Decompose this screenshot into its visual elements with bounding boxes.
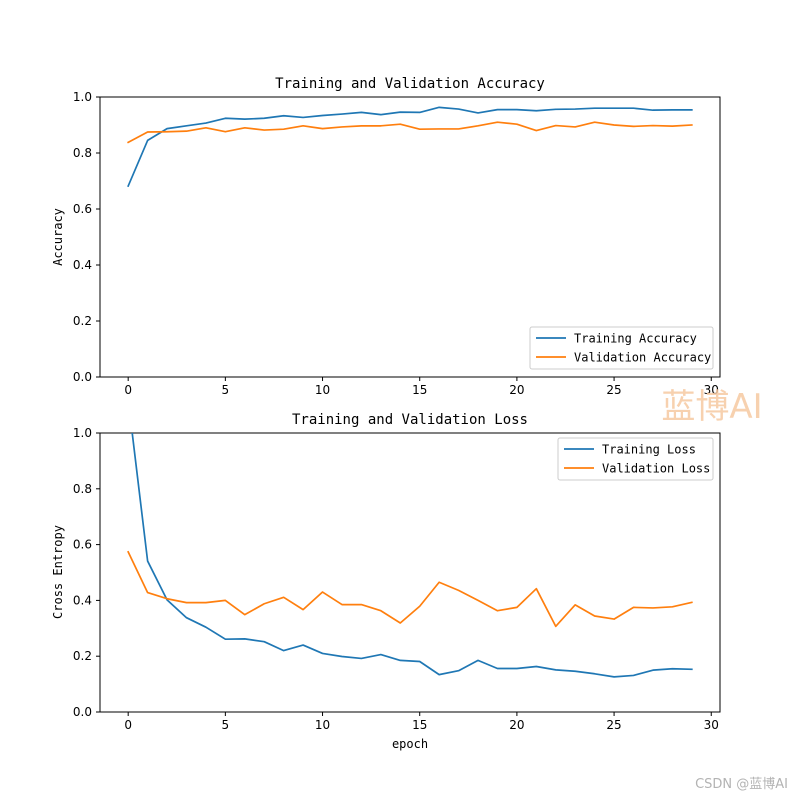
accuracy-chart: Training and Validation Accuracy Accurac…: [51, 76, 721, 397]
loss-x-tick-label: 0: [124, 718, 132, 732]
accuracy-x-tick-label: 5: [222, 383, 230, 397]
loss-y-axis-label: Cross Entropy: [51, 525, 65, 619]
watermark: 蓝博AI: [661, 387, 762, 427]
accuracy-y-tick-label: 0.0: [73, 370, 92, 384]
accuracy-chart-title: Training and Validation Accuracy: [275, 76, 545, 92]
loss-x-tick-label: 5: [222, 718, 230, 732]
legend-validation-loss-label: Validation Loss: [602, 462, 710, 476]
loss-x-axis-label: epoch: [392, 737, 428, 751]
accuracy-x-tick-label: 25: [606, 383, 621, 397]
loss-x-tick-label: 20: [509, 718, 524, 732]
accuracy-x-tick-label: 10: [315, 383, 330, 397]
accuracy-legend-box: [529, 326, 714, 370]
loss-x-tick-label: 30: [704, 718, 719, 732]
legend-validation-accuracy-label: Validation Accuracy: [574, 351, 711, 365]
loss-series: [127, 433, 693, 678]
loss-chart-title: Training and Validation Loss: [292, 412, 528, 428]
series-line-training-accuracy: [127, 106, 693, 188]
accuracy-y-axis-label: Accuracy: [51, 208, 65, 266]
legend-training-accuracy-label: Training Accuracy: [574, 332, 697, 346]
loss-legend-box: [557, 437, 714, 481]
legend-training-loss-label: Training Loss: [602, 443, 696, 457]
accuracy-legend: Training Accuracy Validation Accuracy: [529, 326, 714, 370]
loss-y-tick-label: 0.4: [73, 593, 92, 607]
loss-y-tick-label: 0.8: [73, 482, 92, 496]
accuracy-plot-frame: [99, 96, 721, 378]
accuracy-y-tick-label: 0.4: [73, 258, 92, 272]
loss-chart: Training and Validation Loss Cross Entro…: [51, 412, 721, 751]
accuracy-y-tick-label: 1.0: [73, 90, 92, 104]
accuracy-y-tick-label: 0.2: [73, 314, 92, 328]
loss-y-tick-label: 0.2: [73, 649, 92, 663]
accuracy-y-tick-label: 0.8: [73, 146, 92, 160]
accuracy-x-tick-label: 0: [124, 383, 132, 397]
series-line-validation-accuracy: [127, 121, 693, 144]
accuracy-x-ticks: 0 5 10 15 20 25 30: [124, 377, 719, 397]
accuracy-x-tick-label: 30: [704, 383, 719, 397]
loss-x-tick-label: 10: [315, 718, 330, 732]
accuracy-y-ticks: 0.0 0.2 0.4 0.6 0.8 1.0: [73, 90, 100, 384]
loss-y-tick-label: 1.0: [73, 426, 92, 440]
accuracy-x-tick-label: 15: [412, 383, 427, 397]
loss-x-tick-label: 15: [412, 718, 427, 732]
loss-plot-frame: [99, 432, 721, 713]
series-line-validation-loss: [127, 550, 693, 628]
series-line-training-loss: [131, 433, 693, 678]
loss-y-ticks: 0.0 0.2 0.4 0.6 0.8 1.0: [73, 426, 100, 719]
loss-y-tick-label: 0.6: [73, 538, 92, 552]
footer-credit: CSDN @蓝博AI: [695, 777, 788, 792]
accuracy-x-tick-label: 20: [509, 383, 524, 397]
loss-legend: Training Loss Validation Loss: [557, 437, 714, 481]
accuracy-y-tick-label: 0.6: [73, 202, 92, 216]
accuracy-series: [127, 106, 693, 188]
loss-y-tick-label: 0.0: [73, 705, 92, 719]
loss-x-ticks: 0 5 10 15 20 25 30: [124, 712, 719, 732]
loss-x-tick-label: 25: [606, 718, 621, 732]
